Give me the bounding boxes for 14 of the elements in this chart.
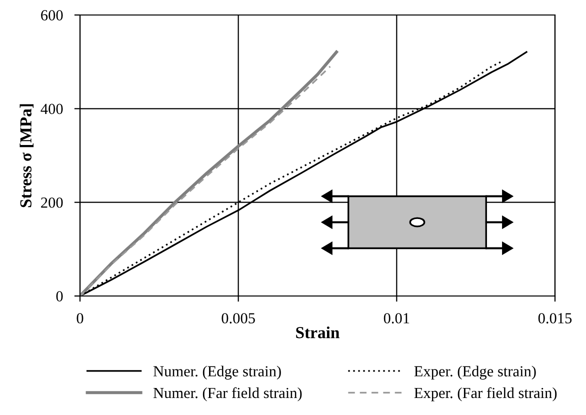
y-axis-title: Stress σ [MPa] — [20, 104, 34, 208]
legend-label: Exper. (Edge strain) — [414, 366, 536, 380]
x-tick-label: 0.01 — [384, 313, 410, 324]
legend-label: Exper. (Far field strain) — [414, 387, 557, 402]
x-axis-title: Strain — [296, 326, 340, 338]
x-tick-label: 0 — [76, 313, 84, 324]
y-tick-label: 400 — [40, 104, 63, 114]
y-tick-label: 0 — [56, 291, 63, 302]
legend-label: Numer. (Far field strain) — [153, 387, 302, 402]
legend-label: Numer. (Edge strain) — [153, 366, 281, 380]
y-tick-label: 600 — [41, 10, 63, 20]
x-tick-label: 0.015 — [538, 313, 572, 324]
x-tick-label: 0.005 — [222, 313, 255, 324]
y-tick-label: 200 — [41, 197, 63, 208]
